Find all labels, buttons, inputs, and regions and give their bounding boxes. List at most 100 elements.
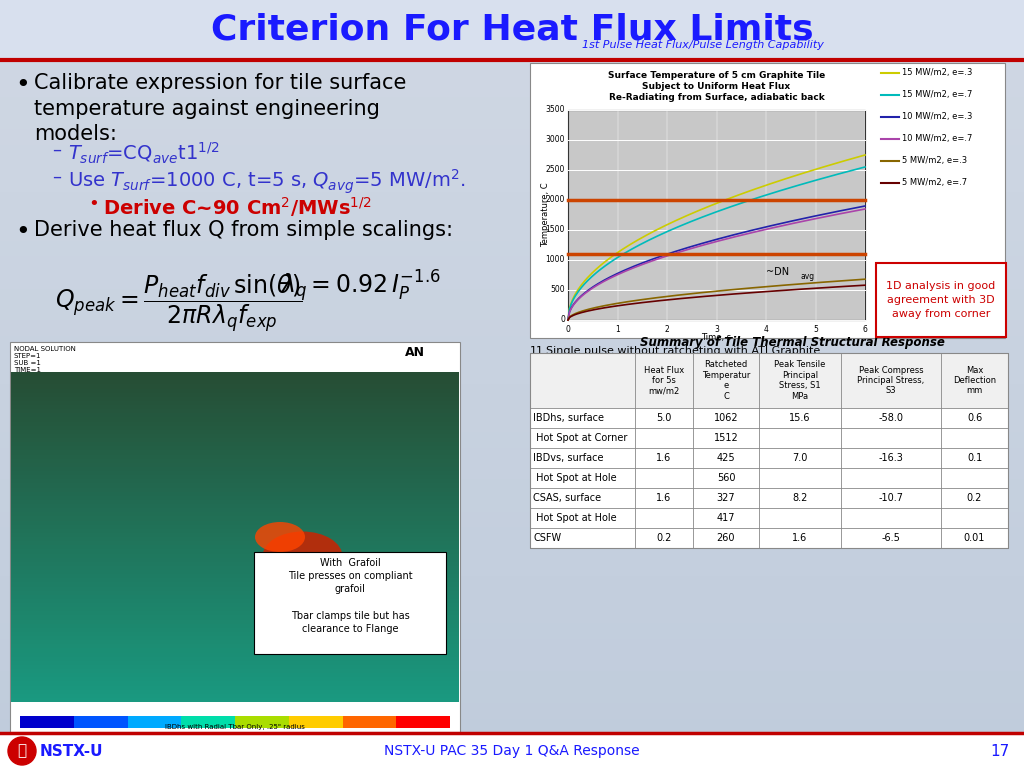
Bar <box>11 660 459 665</box>
Bar <box>530 428 1008 448</box>
Text: 500: 500 <box>550 286 565 294</box>
Circle shape <box>8 737 36 765</box>
Bar <box>11 467 459 471</box>
Bar <box>11 561 459 566</box>
Bar <box>11 615 459 620</box>
Bar <box>11 578 459 582</box>
Text: Use $T_{surf}$=1000 C, t=5 s, $Q_{avg}$=5 MW/m$^2$.: Use $T_{surf}$=1000 C, t=5 s, $Q_{avg}$=… <box>68 168 466 197</box>
Bar <box>11 627 459 632</box>
Text: –: – <box>52 141 61 159</box>
Text: 0.2: 0.2 <box>656 533 672 543</box>
Text: Heat Flux
for 5s
mw/m2: Heat Flux for 5s mw/m2 <box>644 366 684 396</box>
Bar <box>11 455 459 458</box>
Bar <box>11 541 459 545</box>
Text: 1: 1 <box>615 325 620 334</box>
Bar <box>11 438 459 442</box>
Bar <box>11 376 459 380</box>
Text: 0.1: 0.1 <box>967 453 982 463</box>
Text: NODAL SOLUTION: NODAL SOLUTION <box>14 346 76 352</box>
Bar <box>289 716 342 728</box>
Text: $T_{surf}$=CQ$_{ave}$t1$^{1/2}$: $T_{surf}$=CQ$_{ave}$t1$^{1/2}$ <box>68 141 220 166</box>
Text: 5 MW/m2, e=.7: 5 MW/m2, e=.7 <box>902 178 967 187</box>
Bar <box>234 716 289 728</box>
Text: Hot Spot at Hole: Hot Spot at Hole <box>534 513 616 523</box>
Text: CSFW: CSFW <box>534 533 561 543</box>
Ellipse shape <box>262 531 342 581</box>
Bar <box>11 483 459 488</box>
Text: 2500: 2500 <box>546 165 565 174</box>
Text: 0.6: 0.6 <box>967 413 982 423</box>
Text: -10.7: -10.7 <box>879 493 903 503</box>
Bar <box>11 665 459 669</box>
Text: SUB =1: SUB =1 <box>14 360 41 366</box>
Bar <box>11 570 459 574</box>
Bar <box>11 694 459 698</box>
Bar <box>20 716 74 728</box>
Bar <box>11 686 459 690</box>
Bar <box>11 417 459 422</box>
Text: 560: 560 <box>717 473 735 483</box>
Text: 3000: 3000 <box>546 135 565 144</box>
Text: $\lambda_q = 0.92\,I_P^{-1.6}$: $\lambda_q = 0.92\,I_P^{-1.6}$ <box>280 268 441 304</box>
Text: 10 MW/m2, e=.3: 10 MW/m2, e=.3 <box>902 112 973 121</box>
Text: 10 MW/m2, e=.7: 10 MW/m2, e=.7 <box>902 134 973 144</box>
Text: IBDhs with Radial Tbar Only, .25" radius: IBDhs with Radial Tbar Only, .25" radius <box>165 724 305 730</box>
Bar <box>11 504 459 508</box>
Text: Surface Temperature of 5 cm Graphite Tile
Subject to Uniform Heat Flux
Re-Radiat: Surface Temperature of 5 cm Graphite Til… <box>608 71 825 102</box>
Bar <box>11 413 459 417</box>
Text: 15 MW/m2, e=.3: 15 MW/m2, e=.3 <box>902 68 973 78</box>
Bar <box>11 607 459 611</box>
Bar <box>530 353 1008 548</box>
Bar <box>11 516 459 521</box>
Bar <box>530 508 1008 528</box>
Bar <box>530 528 1008 548</box>
Text: Calibrate expression for tile surface
temperature against engineering
models:: Calibrate expression for tile surface te… <box>34 73 407 144</box>
Bar <box>11 640 459 644</box>
Bar <box>11 425 459 430</box>
Bar <box>530 63 1005 338</box>
FancyBboxPatch shape <box>876 263 1006 337</box>
Bar <box>568 110 865 320</box>
Text: Criterion For Heat Flux Limits: Criterion For Heat Flux Limits <box>211 13 813 47</box>
Text: Temperature, C: Temperature, C <box>542 183 551 247</box>
Text: -6.5: -6.5 <box>882 533 900 543</box>
Bar <box>11 582 459 587</box>
Text: 1500: 1500 <box>546 226 565 234</box>
Text: 1000: 1000 <box>546 256 565 264</box>
Bar <box>11 389 459 392</box>
Text: avg: avg <box>801 273 815 281</box>
Bar <box>11 512 459 516</box>
Text: 2000: 2000 <box>546 196 565 204</box>
Bar <box>11 587 459 591</box>
Bar <box>11 475 459 479</box>
Text: Derive C~90 Cm$^2$/MWs$^{1/2}$: Derive C~90 Cm$^2$/MWs$^{1/2}$ <box>103 195 372 219</box>
FancyBboxPatch shape <box>254 552 446 654</box>
Bar <box>11 458 459 463</box>
Bar <box>11 620 459 624</box>
Bar <box>530 448 1008 468</box>
Bar <box>530 353 1008 548</box>
Text: 1.6: 1.6 <box>793 533 808 543</box>
Bar <box>11 442 459 446</box>
Bar <box>11 508 459 512</box>
Text: Ratcheted
Temperatur
e
C: Ratcheted Temperatur e C <box>701 360 751 401</box>
Bar <box>11 591 459 594</box>
Text: NSTX-U PAC 35 Day 1 Q&A Response: NSTX-U PAC 35 Day 1 Q&A Response <box>384 744 640 758</box>
Text: 0.2: 0.2 <box>967 493 982 503</box>
Text: 425: 425 <box>717 453 735 463</box>
Text: –: – <box>52 168 61 186</box>
Text: 6: 6 <box>862 325 867 334</box>
Bar <box>11 603 459 607</box>
Text: 8.2: 8.2 <box>793 493 808 503</box>
Bar <box>11 594 459 599</box>
Text: 1st Pulse Heat Flux/Pulse Length Capability: 1st Pulse Heat Flux/Pulse Length Capabil… <box>582 40 823 50</box>
Text: Hot Spot at Hole: Hot Spot at Hole <box>534 473 616 483</box>
Text: IBDvs, surface: IBDvs, surface <box>534 453 603 463</box>
Text: 0: 0 <box>560 316 565 325</box>
Bar <box>11 599 459 603</box>
Bar <box>530 353 1008 408</box>
Bar <box>11 677 459 681</box>
Text: 260: 260 <box>717 533 735 543</box>
Text: Max
Deflection
mm: Max Deflection mm <box>953 366 996 396</box>
Bar <box>11 644 459 648</box>
